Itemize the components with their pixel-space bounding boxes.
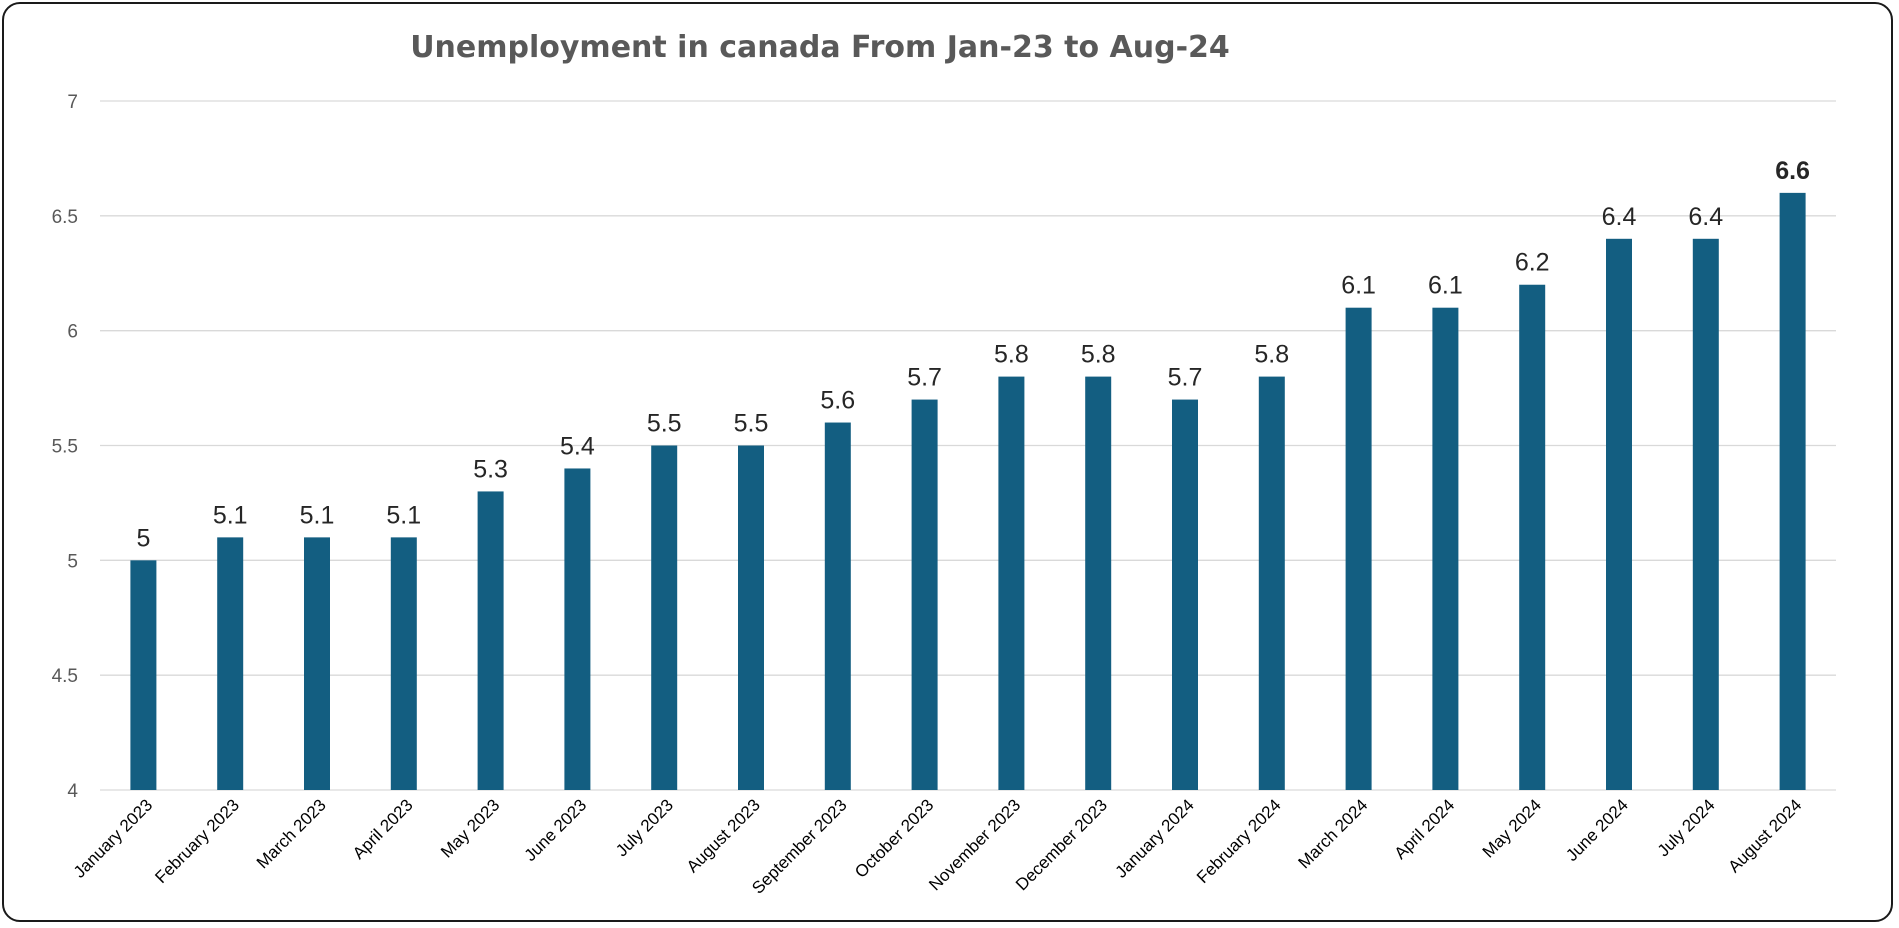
bar bbox=[1692, 238, 1719, 791]
data-label: 5.1 bbox=[386, 501, 421, 529]
bar bbox=[824, 422, 851, 790]
y-tick-label: 4 bbox=[67, 781, 78, 802]
data-label: 5.4 bbox=[560, 432, 595, 460]
data-label: 5.8 bbox=[1254, 341, 1289, 369]
data-label: 5.8 bbox=[994, 341, 1029, 369]
x-tick-label: May 2023 bbox=[437, 795, 503, 861]
x-tick-label: July 2024 bbox=[1654, 795, 1719, 860]
x-tick-label: March 2024 bbox=[1295, 795, 1372, 872]
x-tick-label: May 2024 bbox=[1479, 795, 1545, 861]
bar bbox=[911, 399, 938, 790]
bar bbox=[1258, 376, 1285, 790]
bar bbox=[1606, 238, 1632, 791]
bar bbox=[1085, 376, 1112, 790]
bar bbox=[390, 537, 417, 790]
x-tick-label: April 2023 bbox=[349, 795, 417, 863]
x-tick-label: July 2023 bbox=[612, 795, 677, 860]
bar bbox=[564, 468, 591, 790]
bar bbox=[217, 537, 244, 790]
data-label: 5.3 bbox=[473, 455, 508, 483]
x-tick-label: November 2023 bbox=[925, 795, 1024, 894]
bar bbox=[998, 376, 1025, 790]
data-label: 6.1 bbox=[1428, 272, 1463, 300]
bar bbox=[304, 537, 330, 790]
x-tick-label: June 2024 bbox=[1562, 795, 1632, 865]
bar bbox=[130, 560, 157, 790]
bar bbox=[1432, 307, 1459, 790]
bar bbox=[651, 445, 678, 790]
data-label: 5.7 bbox=[1168, 364, 1203, 392]
bars bbox=[130, 192, 1806, 791]
x-tick-label: January 2023 bbox=[70, 795, 156, 881]
bar bbox=[1779, 192, 1806, 790]
y-tick-label: 6 bbox=[67, 322, 78, 343]
y-axis-ticks: 4 4.5 5 5.5 6 6.5 7 bbox=[52, 92, 79, 802]
x-tick-label: June 2023 bbox=[521, 795, 591, 865]
x-tick-label: February 2024 bbox=[1193, 795, 1285, 887]
bar bbox=[1519, 284, 1546, 790]
bar bbox=[1345, 307, 1372, 790]
y-tick-label: 5.5 bbox=[52, 437, 78, 458]
y-tick-label: 6.5 bbox=[52, 207, 78, 228]
data-label: 6.6 bbox=[1775, 157, 1810, 185]
data-label: 5.5 bbox=[647, 410, 682, 438]
data-label: 6.4 bbox=[1602, 203, 1637, 231]
y-tick-label: 7 bbox=[67, 92, 78, 113]
data-label: 5.8 bbox=[1081, 341, 1116, 369]
data-label: 5.5 bbox=[734, 410, 769, 438]
x-tick-label: September 2023 bbox=[748, 795, 850, 897]
data-label: 6.1 bbox=[1341, 272, 1376, 300]
data-label: 6.2 bbox=[1515, 249, 1550, 277]
data-label: 5 bbox=[136, 524, 150, 552]
x-tick-label: October 2023 bbox=[851, 795, 937, 881]
x-tick-label: August 2023 bbox=[683, 795, 764, 876]
y-tick-label: 4.5 bbox=[52, 666, 78, 687]
gridlines bbox=[100, 100, 1836, 791]
x-tick-label: March 2023 bbox=[253, 795, 330, 872]
x-tick-label: January 2024 bbox=[1112, 795, 1198, 881]
data-label: 5.7 bbox=[907, 364, 942, 392]
data-label: 5.1 bbox=[300, 501, 335, 529]
x-tick-label: April 2024 bbox=[1391, 795, 1459, 863]
data-label: 5.6 bbox=[820, 387, 855, 415]
data-label: 6.4 bbox=[1688, 203, 1723, 231]
x-tick-label: December 2023 bbox=[1012, 795, 1111, 894]
bar bbox=[1172, 399, 1198, 790]
x-tick-label: August 2024 bbox=[1724, 795, 1805, 876]
data-labels: 5 5.1 5.1 5.1 5.3 5.4 5.5 5.5 5.6 5.7 5.8 5.8 5.7 5.8… bbox=[136, 157, 1810, 552]
bar bbox=[477, 491, 504, 790]
y-tick-label: 5 bbox=[67, 551, 78, 572]
chart-title: Unemployment in canada From Jan-23 to Au… bbox=[410, 30, 1230, 65]
data-label: 5.1 bbox=[213, 501, 248, 529]
bar bbox=[738, 445, 764, 790]
x-tick-label: February 2023 bbox=[151, 795, 243, 887]
